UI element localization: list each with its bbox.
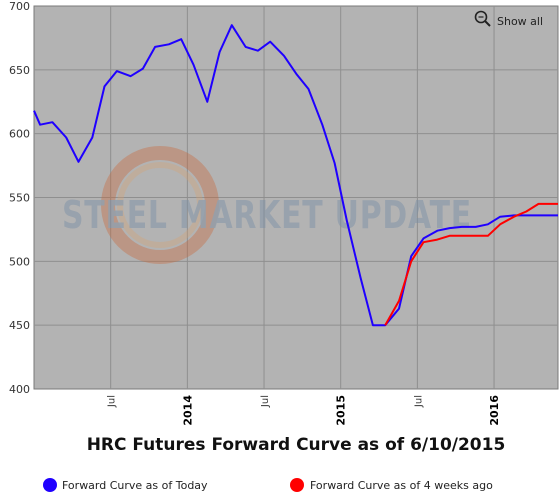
chart-title: HRC Futures Forward Curve as of 6/10/201…: [87, 435, 506, 455]
y-tick-label: 450: [9, 319, 30, 332]
show-all-label: Show all: [497, 15, 543, 28]
series-lines: [33, 24, 558, 327]
watermark-logo: STEEL MARKET UPDATE: [62, 146, 472, 264]
show-all-button[interactable]: Show all: [474, 10, 544, 29]
series-line-4-weeks-ago[interactable]: [384, 202, 558, 326]
x-tick-label: Jul: [260, 395, 271, 408]
x-tick-label: 2015: [335, 395, 348, 426]
watermark-swirl-icon: [101, 146, 219, 264]
y-tick-label: 600: [9, 128, 30, 141]
y-tick-label: 400: [9, 383, 30, 396]
zoom-icon: [474, 10, 491, 27]
y-tick-label: 700: [9, 0, 30, 13]
y-tick-label: 500: [9, 255, 30, 268]
y-axis-ticks: 400 450 500 550 600 650 700: [9, 0, 30, 396]
legend-item-today[interactable]: Forward Curve as of Today: [43, 478, 208, 492]
legend-label-4-weeks-ago: Forward Curve as of 4 weeks ago: [310, 479, 493, 492]
legend-marker-4-weeks-ago: [290, 478, 304, 492]
legend: Forward Curve as of Today Forward Curve …: [43, 478, 493, 492]
legend-item-4-weeks-ago[interactable]: Forward Curve as of 4 weeks ago: [290, 478, 493, 492]
legend-marker-today: [43, 478, 57, 492]
y-tick-label: 650: [9, 64, 30, 77]
x-axis-ticks: Jul 2014 Jul 2015 Jul 2016: [107, 395, 501, 426]
x-tick-label: Jul: [413, 395, 424, 408]
y-tick-label: 550: [9, 192, 30, 205]
grid-lines: [34, 6, 558, 389]
x-tick-label: 2014: [181, 395, 194, 426]
x-tick-label: Jul: [107, 395, 118, 408]
watermark-text: STEEL MARKET UPDATE: [62, 193, 472, 237]
legend-label-today: Forward Curve as of Today: [62, 479, 208, 492]
x-tick-label: 2016: [488, 395, 501, 426]
series-line-today[interactable]: [33, 24, 558, 327]
